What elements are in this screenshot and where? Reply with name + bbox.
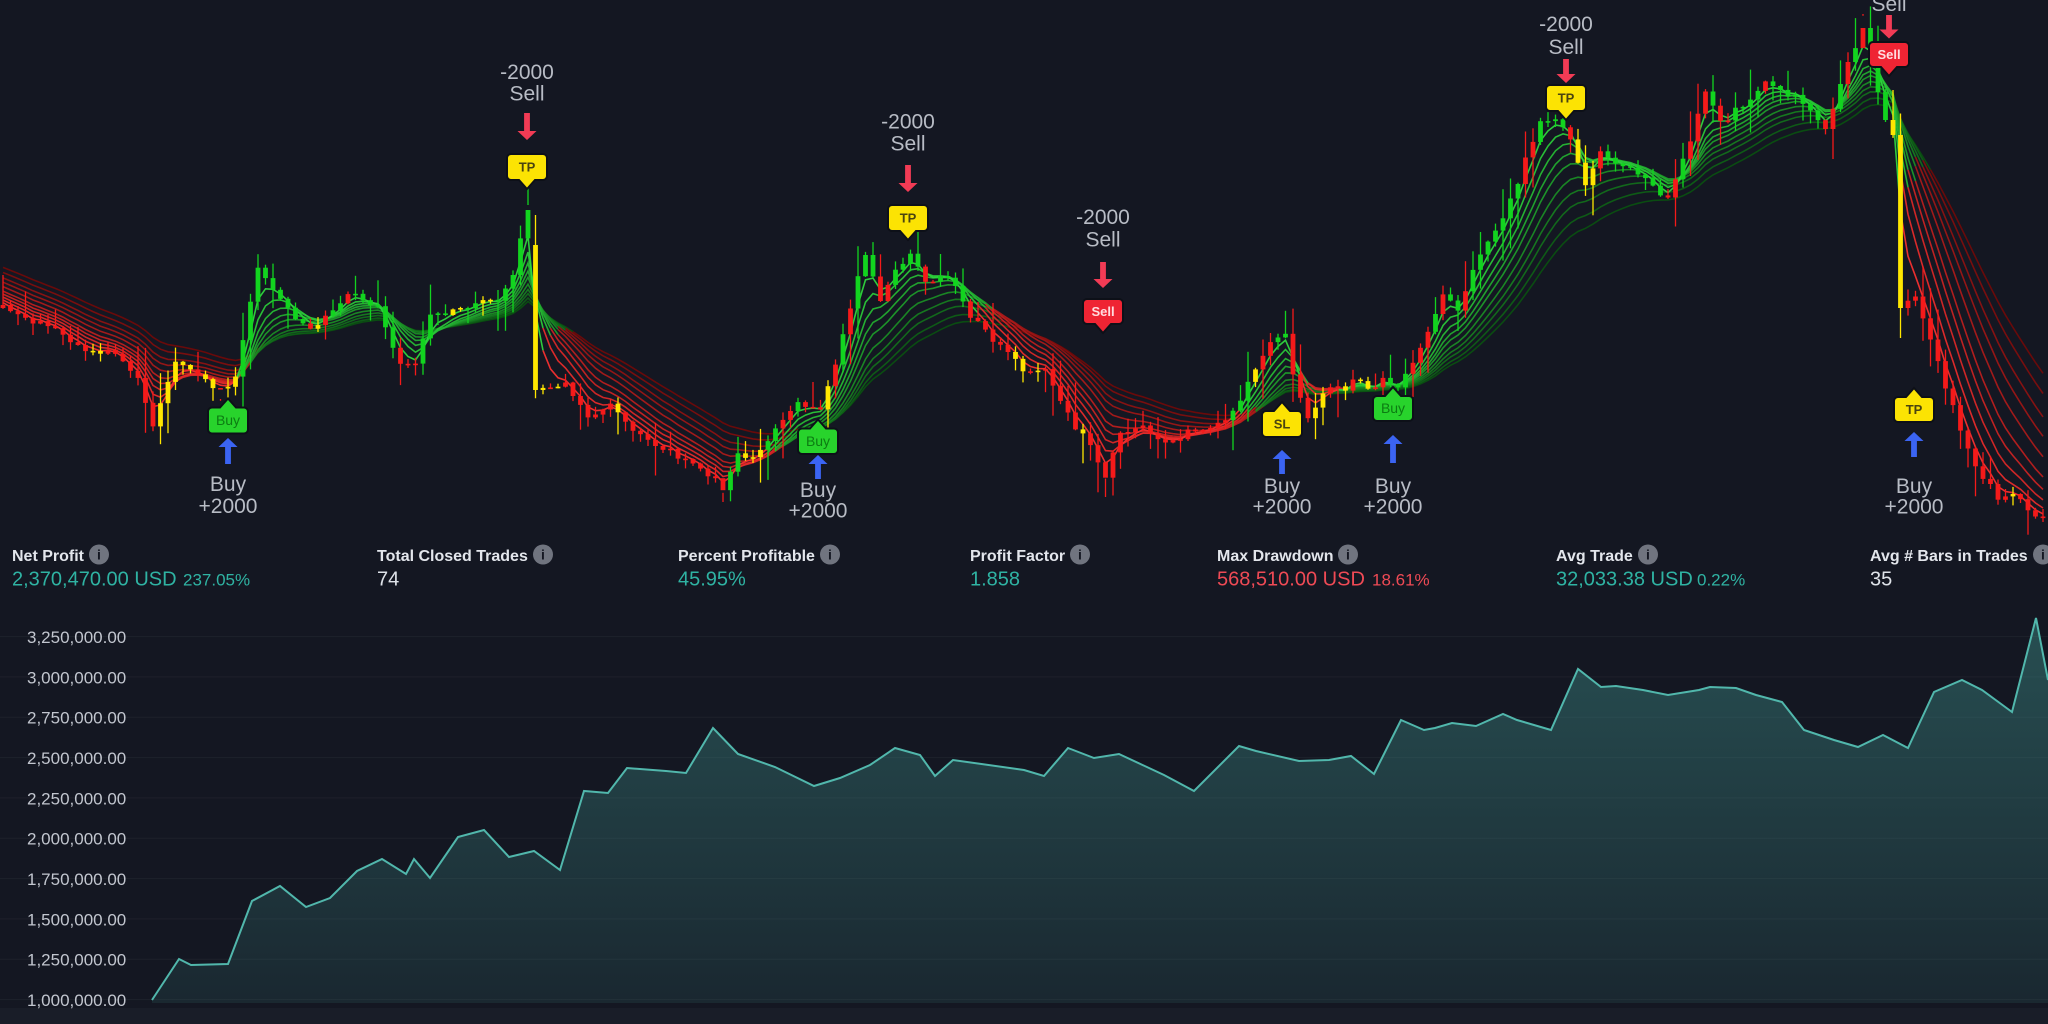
svg-text:+2000: +2000 (199, 495, 258, 518)
svg-text:Percent Profitable: Percent Profitable (678, 548, 815, 565)
svg-text:i: i (828, 547, 832, 563)
svg-text:Sell: Sell (509, 83, 544, 106)
svg-text:Buy: Buy (216, 412, 240, 428)
svg-text:32,033.38 USD: 32,033.38 USD (1556, 569, 1693, 591)
svg-text:+2000: +2000 (789, 500, 848, 523)
svg-text:Total Closed Trades: Total Closed Trades (377, 548, 528, 565)
svg-text:35: 35 (1870, 569, 1892, 591)
svg-text:Avg # Bars in Trades: Avg # Bars in Trades (1870, 548, 2028, 565)
svg-text:TP: TP (519, 160, 536, 175)
svg-text:+2000: +2000 (1253, 496, 1312, 519)
svg-text:Buy: Buy (1381, 400, 1405, 416)
svg-text:Buy: Buy (806, 433, 830, 449)
svg-text:1.858: 1.858 (970, 569, 1020, 591)
svg-text:Sell: Sell (1085, 228, 1120, 251)
svg-text:Buy: Buy (1264, 475, 1301, 498)
svg-text:Buy: Buy (1896, 475, 1933, 498)
svg-text:237.05%: 237.05% (183, 571, 250, 590)
svg-text:45.95%: 45.95% (678, 569, 746, 591)
svg-text:Buy: Buy (210, 473, 247, 496)
svg-text:-2000: -2000 (1539, 13, 1593, 36)
svg-text:2,000,000.00: 2,000,000.00 (27, 830, 126, 849)
svg-text:Buy: Buy (800, 479, 837, 502)
svg-text:i: i (541, 547, 545, 563)
svg-text:TP: TP (1558, 91, 1575, 106)
svg-text:3,000,000.00: 3,000,000.00 (27, 668, 126, 687)
svg-text:+2000: +2000 (1885, 496, 1944, 519)
svg-text:+2000: +2000 (1364, 496, 1423, 519)
svg-text:Buy: Buy (1375, 475, 1412, 498)
svg-text:Sell: Sell (1871, 0, 1906, 16)
svg-text:i: i (97, 547, 101, 563)
svg-text:i: i (1346, 547, 1350, 563)
svg-text:Sell: Sell (1877, 47, 1900, 62)
svg-text:-2000: -2000 (881, 110, 935, 133)
svg-text:2,250,000.00: 2,250,000.00 (27, 789, 126, 808)
svg-text:TP: TP (900, 211, 917, 226)
svg-text:i: i (1078, 547, 1082, 563)
svg-text:1,000,000.00: 1,000,000.00 (27, 991, 126, 1010)
svg-text:Max Drawdown: Max Drawdown (1217, 548, 1333, 565)
svg-text:0.22%: 0.22% (1697, 571, 1745, 590)
svg-text:2,750,000.00: 2,750,000.00 (27, 709, 126, 728)
svg-text:2,500,000.00: 2,500,000.00 (27, 749, 126, 768)
svg-text:2,370,470.00 USD: 2,370,470.00 USD (12, 569, 177, 591)
svg-text:Profit Factor: Profit Factor (970, 548, 1065, 565)
svg-text:-2000: -2000 (1076, 206, 1130, 229)
svg-text:i: i (1646, 547, 1650, 563)
svg-text:568,510.00 USD: 568,510.00 USD (1217, 569, 1365, 591)
svg-text:Net Profit: Net Profit (12, 548, 85, 565)
svg-text:1,750,000.00: 1,750,000.00 (27, 870, 126, 889)
svg-text:SL: SL (1274, 417, 1291, 432)
svg-text:Sell: Sell (1091, 304, 1114, 319)
svg-text:18.61%: 18.61% (1372, 571, 1430, 590)
svg-text:-2000: -2000 (500, 61, 554, 84)
svg-text:3,250,000.00: 3,250,000.00 (27, 628, 126, 647)
svg-text:i: i (2041, 547, 2045, 563)
svg-text:Sell: Sell (1548, 36, 1583, 59)
svg-text:Avg Trade: Avg Trade (1556, 548, 1633, 565)
svg-text:74: 74 (377, 569, 399, 591)
svg-text:TP: TP (1906, 402, 1923, 417)
svg-text:1,250,000.00: 1,250,000.00 (27, 951, 126, 970)
svg-text:1,500,000.00: 1,500,000.00 (27, 910, 126, 929)
svg-text:Sell: Sell (890, 133, 925, 156)
